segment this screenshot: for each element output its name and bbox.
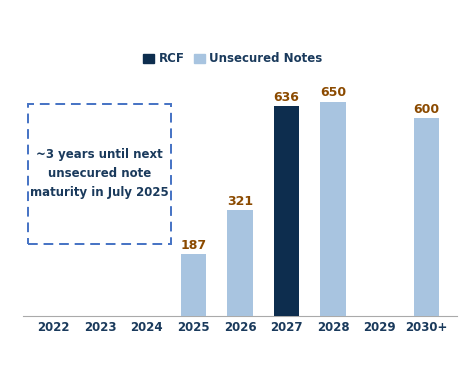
- Text: 636: 636: [274, 91, 300, 104]
- Bar: [414, 118, 439, 316]
- Text: 600: 600: [413, 103, 439, 116]
- Bar: [227, 210, 253, 316]
- Text: 187: 187: [180, 239, 206, 252]
- Text: Debt Maturities¹ (in $MM): Debt Maturities¹ (in $MM): [7, 14, 222, 29]
- Text: 321: 321: [227, 195, 253, 208]
- Text: 650: 650: [320, 86, 346, 99]
- Bar: [321, 102, 346, 316]
- Text: ~3 years until next
unsecured note
maturity in July 2025: ~3 years until next unsecured note matur…: [30, 148, 169, 199]
- Bar: [181, 254, 206, 316]
- Bar: [274, 106, 299, 316]
- Legend: RCF, Unsecured Notes: RCF, Unsecured Notes: [144, 52, 322, 65]
